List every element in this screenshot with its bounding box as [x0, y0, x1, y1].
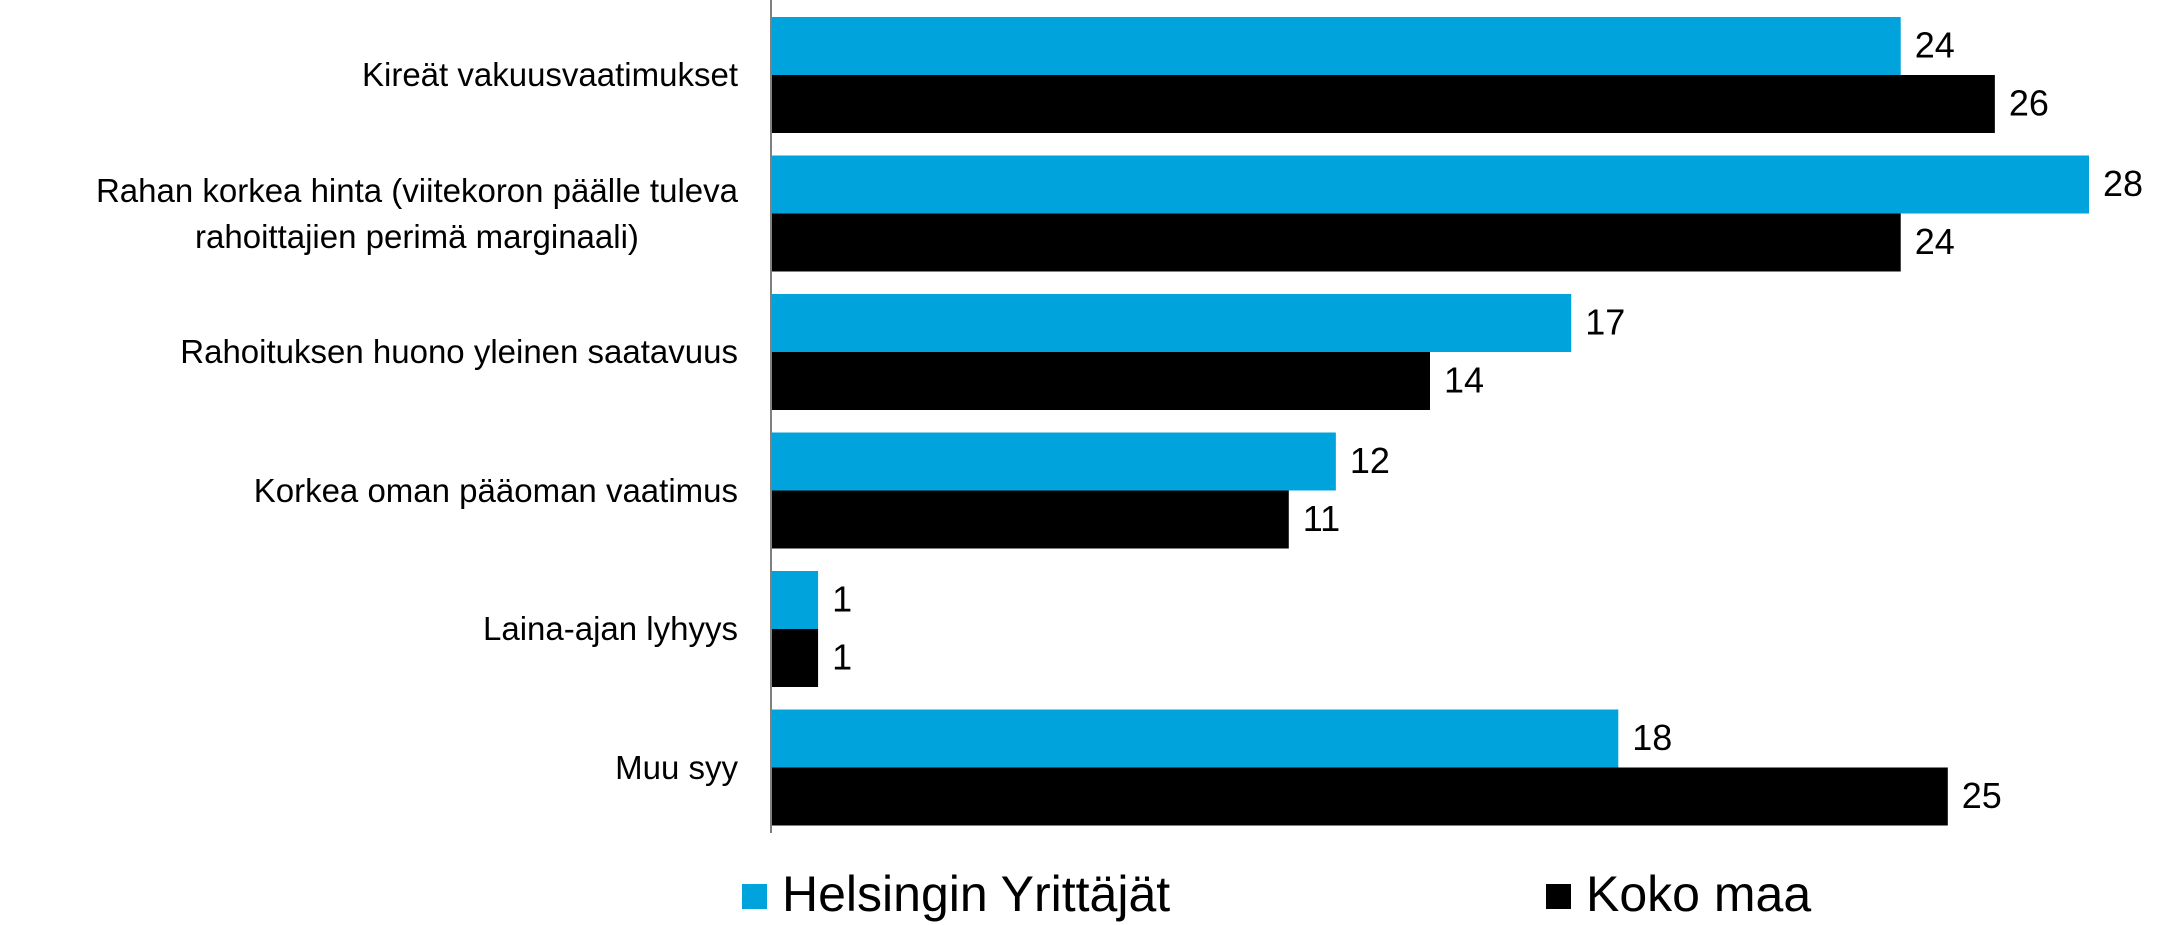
data-label: 24: [1915, 25, 1955, 66]
legend-swatch: [1546, 884, 1571, 909]
data-label: 28: [2103, 163, 2143, 204]
bar: [771, 709, 1619, 768]
bar: [771, 75, 1995, 133]
bar: [771, 571, 819, 629]
legend-label: Helsingin Yrittäjät: [782, 866, 1170, 922]
data-label: 1: [832, 579, 852, 620]
data-label: 25: [1962, 775, 2002, 816]
legend-label: Koko maa: [1586, 866, 1811, 922]
data-label: 17: [1585, 302, 1625, 343]
bar: [771, 294, 1572, 352]
bar: [771, 767, 1948, 826]
category-label: Laina-ajan lyhyys: [483, 610, 738, 647]
bar: [771, 432, 1336, 491]
legend-swatch: [742, 884, 767, 909]
bar: [771, 213, 1901, 272]
category-label: Kireät vakuusvaatimukset: [361, 56, 738, 93]
data-label: 14: [1444, 360, 1484, 401]
data-label: 11: [1303, 498, 1340, 539]
category-label: Korkea oman pääoman vaatimus: [253, 471, 738, 509]
bar: [771, 17, 1901, 75]
bar: [771, 155, 2089, 214]
bar: [771, 352, 1430, 410]
data-label: 24: [1915, 221, 1955, 262]
category-label: Muu syy: [615, 748, 738, 786]
data-label: 12: [1350, 440, 1390, 481]
bar: [771, 629, 819, 687]
category-label: Rahan korkea hinta (viitekoron päälle tu…: [95, 171, 738, 255]
data-label: 18: [1632, 717, 1672, 758]
data-label: 26: [2009, 83, 2049, 124]
bar: [771, 490, 1289, 549]
category-label: Rahoituksen huono yleinen saatavuus: [180, 333, 738, 370]
data-label: 1: [832, 637, 852, 678]
